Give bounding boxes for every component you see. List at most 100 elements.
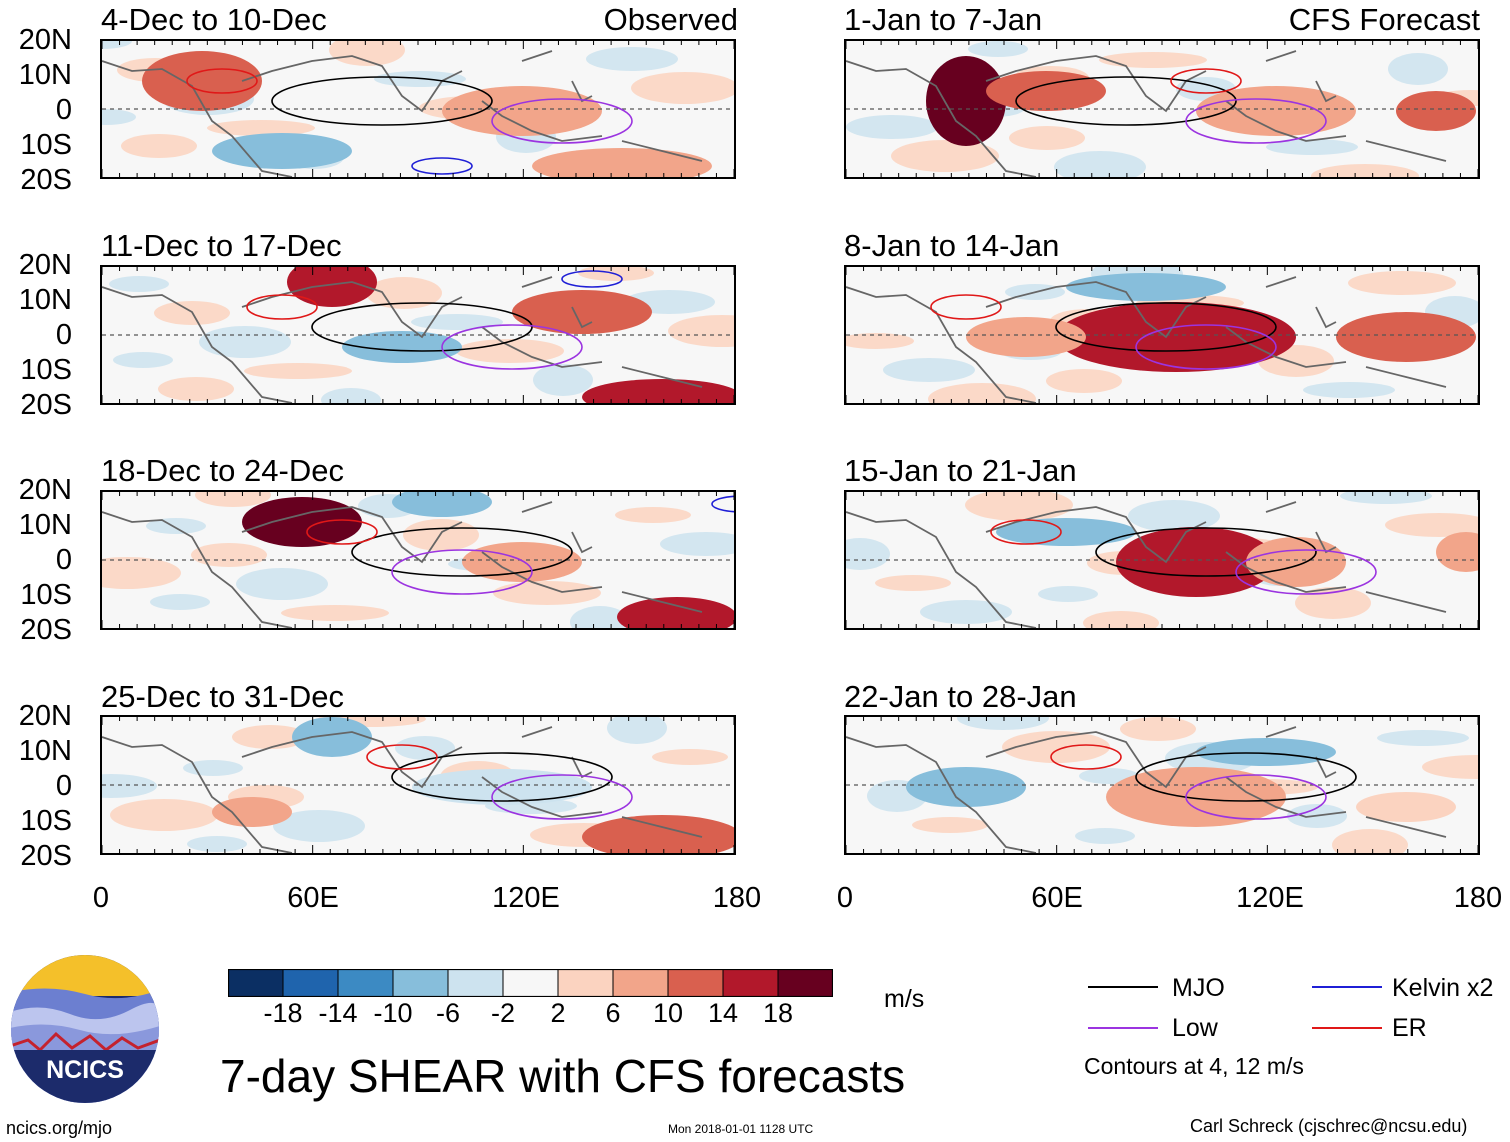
shear-anomaly <box>966 317 1086 357</box>
logo-text: NCICS <box>46 1056 124 1084</box>
colorbar-swatch <box>778 969 834 997</box>
legend-line-low <box>1088 1027 1158 1029</box>
map-panel-3 <box>100 490 736 630</box>
colorbar-tick-label: -6 <box>435 998 460 1028</box>
shear-anomaly <box>615 507 691 523</box>
mjo-contour <box>1095 527 1317 577</box>
shear-anomaly <box>1054 151 1146 177</box>
coastline <box>846 50 1447 177</box>
mjo-contour <box>391 752 613 802</box>
shear-anomaly <box>1116 527 1276 597</box>
er-contour <box>246 294 318 320</box>
shear-anomaly <box>660 532 734 556</box>
shear-anomaly <box>207 120 315 136</box>
shear-anomaly <box>110 799 218 831</box>
colorbar-swatch <box>558 969 614 997</box>
shear-anomaly <box>570 606 630 628</box>
shear-anomaly <box>906 767 1026 807</box>
shear-anomaly <box>512 290 652 334</box>
colorbar-tick-label: 18 <box>762 998 794 1028</box>
shear-anomaly <box>102 557 181 589</box>
shear-anomaly <box>1436 532 1478 572</box>
shear-anomaly <box>1348 271 1456 295</box>
mjo-contour <box>271 76 493 126</box>
shear-anomaly <box>281 605 389 621</box>
ncics-logo: NCICS <box>10 954 160 1104</box>
shear-anomaly <box>926 56 1006 146</box>
er-contour <box>1170 68 1242 94</box>
shear-anomaly <box>342 331 462 363</box>
colorbar <box>227 968 834 998</box>
shear-anomaly <box>617 597 734 628</box>
shear-anomaly <box>1377 730 1469 746</box>
panel-title-3: 18-Dec to 24-Dec <box>101 453 344 488</box>
colorbar-tick-label: 10 <box>652 998 684 1028</box>
coastline <box>102 501 703 628</box>
shear-anomaly <box>1009 126 1085 150</box>
shear-anomaly <box>150 594 210 610</box>
shear-anomaly <box>366 277 442 309</box>
timestamp: Mon 2018-01-01 1128 UTC <box>668 1122 814 1136</box>
shear-anomaly <box>212 797 292 827</box>
map-panel-5 <box>844 39 1480 179</box>
shear-anomaly <box>1046 369 1122 393</box>
er-contour <box>1050 744 1122 770</box>
coastline <box>846 726 1447 853</box>
shear-anomaly <box>1311 164 1419 177</box>
er-contour <box>366 744 438 770</box>
main-title: 7-day SHEAR with CFS forecasts <box>220 1050 906 1102</box>
low-contour <box>1235 549 1377 595</box>
low-contour <box>1135 324 1277 370</box>
observed-label: Observed <box>603 2 738 37</box>
legend-line-er <box>1312 1027 1382 1029</box>
shear-anomaly <box>652 749 728 765</box>
panel-title-7: 15-Jan to 21-Jan <box>844 453 1077 488</box>
legend-label-kelvin: Kelvin x2 <box>1392 974 1494 1002</box>
shear-anomaly <box>1295 587 1371 619</box>
shear-anomaly <box>412 769 592 805</box>
shear-anomaly <box>1246 537 1346 587</box>
shear-anomaly <box>986 71 1106 111</box>
colorbar-swatch <box>448 969 504 997</box>
shear-anomaly <box>1388 53 1448 85</box>
shear-anomaly <box>329 41 405 66</box>
shear-anomaly <box>121 134 197 158</box>
panel-title-8: 22-Jan to 28-Jan <box>844 679 1077 714</box>
er-contour <box>930 294 1002 320</box>
shear-anomaly <box>846 333 914 349</box>
shear-anomaly <box>1120 717 1196 741</box>
low-contour <box>441 324 583 370</box>
low-contour <box>391 549 533 595</box>
shear-anomaly <box>957 717 1049 730</box>
legend-label-er: ER <box>1392 1014 1427 1042</box>
shear-anomaly <box>1385 513 1478 537</box>
panel-title-5: 1-Jan to 7-Jan <box>844 2 1043 37</box>
shear-anomaly <box>146 518 206 534</box>
map-panel-7 <box>844 490 1480 630</box>
shear-anomaly <box>1075 828 1135 844</box>
panel-title-1: 4-Dec to 10-Dec <box>101 2 327 37</box>
kelvin-contour <box>711 495 734 513</box>
shear-anomaly <box>1336 312 1476 362</box>
shear-anomaly <box>1038 586 1098 602</box>
shear-anomaly <box>1266 139 1358 155</box>
coastline <box>846 276 1447 403</box>
map-panel-2 <box>100 265 736 405</box>
low-contour <box>1185 98 1327 144</box>
shear-anomaly <box>532 148 712 177</box>
coastline <box>102 726 703 853</box>
units-label: m/s <box>884 985 925 1013</box>
shear-anomaly <box>533 364 593 396</box>
shear-anomaly <box>846 538 890 570</box>
coastline <box>102 276 703 403</box>
panel-title-2: 11-Dec to 17-Dec <box>101 228 342 263</box>
shear-anomaly <box>883 358 975 382</box>
colorbar-tick-label: 14 <box>707 998 739 1028</box>
shear-anomaly <box>1056 302 1296 372</box>
shear-anomaly <box>102 109 136 125</box>
colorbar-swatch <box>613 969 669 997</box>
shear-anomaly <box>411 314 503 330</box>
colorbar-swatch <box>668 969 724 997</box>
colorbar-tick-label: -18 <box>263 998 303 1028</box>
mjo-contour <box>1135 752 1357 802</box>
